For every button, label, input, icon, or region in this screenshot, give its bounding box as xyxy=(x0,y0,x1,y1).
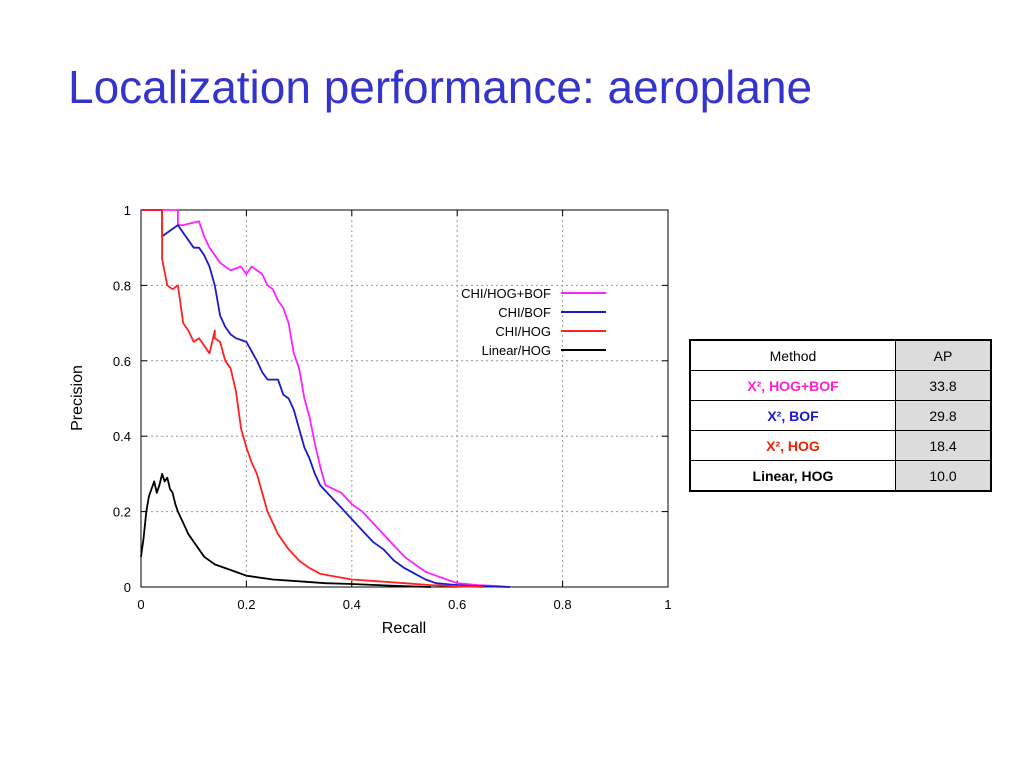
legend-label: CHI/HOG xyxy=(495,324,551,339)
y-tick-label: 0.2 xyxy=(113,505,131,520)
x-tick-label: 1 xyxy=(664,597,671,612)
x-tick-label: 0.6 xyxy=(448,597,466,612)
precision-recall-chart: 0 0.2 0.4 0.6 0.8 1 0 0.2 0.4 0.6 0.8 1 CHI/HOG+BOF… xyxy=(69,203,672,637)
method-cell: X², HOG xyxy=(689,430,896,461)
legend-label: CHI/BOF xyxy=(498,305,551,320)
y-tick-label: 0.4 xyxy=(113,429,131,444)
x-tick-label: 0.8 xyxy=(554,597,572,612)
y-tick-label: 1 xyxy=(124,203,131,218)
ap-column-header: AP xyxy=(895,339,992,371)
ap-cell: 29.8 xyxy=(895,400,992,431)
table-row: X², HOG+BOF 33.8 xyxy=(689,370,992,401)
ap-cell: 18.4 xyxy=(895,430,992,461)
legend: CHI/HOG+BOF CHI/BOF CHI/HOG Linear/HOG xyxy=(461,286,606,358)
series-line xyxy=(140,472,431,588)
y-tick-label: 0 xyxy=(124,580,131,595)
x-axis-label: Recall xyxy=(382,620,426,637)
table-row: X², HOG 18.4 xyxy=(689,430,992,461)
ap-cell: 10.0 xyxy=(895,460,992,492)
series-line xyxy=(141,209,484,588)
y-tick-label: 0.8 xyxy=(113,278,131,293)
table-row: X², BOF 29.8 xyxy=(689,400,992,431)
method-cell: X², HOG+BOF xyxy=(689,370,896,401)
series-line xyxy=(141,209,510,588)
slide-title: Localization performance: aeroplane xyxy=(68,61,813,113)
y-axis-label: Precision xyxy=(69,365,86,431)
method-cell: X², BOF xyxy=(689,400,896,431)
legend-label: CHI/HOG+BOF xyxy=(461,286,551,301)
legend-label: Linear/HOG xyxy=(482,343,551,358)
ap-table: Method AP X², HOG+BOF 33.8 X², BOF 29.8 … xyxy=(689,339,992,492)
series-line xyxy=(141,209,510,588)
x-tick-label: 0.2 xyxy=(237,597,255,612)
x-tick-label: 0 xyxy=(137,597,144,612)
method-cell: Linear, HOG xyxy=(689,460,896,492)
y-tick-label: 0.6 xyxy=(113,354,131,369)
axis-ticks: 0 0.2 0.4 0.6 0.8 1 0 0.2 0.4 0.6 0.8 1 xyxy=(113,203,672,612)
series-lines xyxy=(140,209,510,588)
plot-frame xyxy=(140,209,669,588)
x-tick-label: 0.4 xyxy=(343,597,361,612)
method-column-header: Method xyxy=(689,339,896,371)
grid xyxy=(141,210,668,587)
table-header-row: Method AP xyxy=(689,339,992,371)
ap-cell: 33.8 xyxy=(895,370,992,401)
table-row: Linear, HOG 10.0 xyxy=(689,460,992,492)
